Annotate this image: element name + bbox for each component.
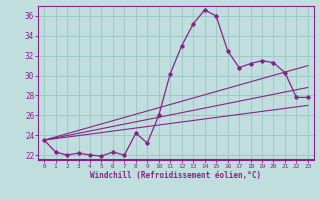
X-axis label: Windchill (Refroidissement éolien,°C): Windchill (Refroidissement éolien,°C)	[91, 171, 261, 180]
